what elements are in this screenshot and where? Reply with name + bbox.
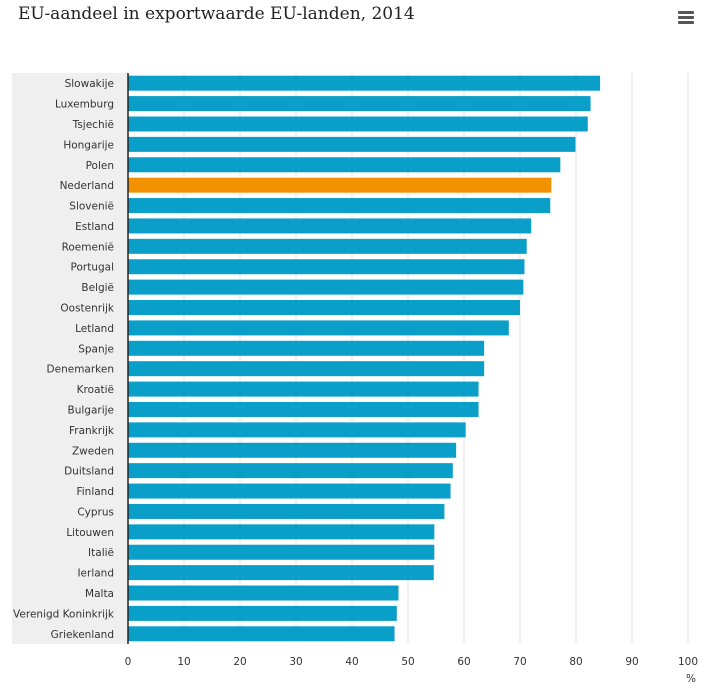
category-label: Litouwen — [66, 527, 114, 539]
category-label: Italië — [88, 547, 114, 559]
bar — [128, 96, 591, 112]
category-label: Estland — [75, 221, 114, 233]
bar — [128, 177, 552, 193]
category-label: Frankrijk — [69, 425, 115, 437]
category-label: Roemenië — [62, 241, 114, 253]
x-tick-label: 50 — [401, 656, 414, 668]
category-label: Oostenrijk — [60, 303, 115, 315]
x-tick-label: 10 — [177, 656, 190, 668]
category-label: Nederland — [60, 180, 114, 192]
category-label: Griekenland — [51, 629, 114, 641]
bar — [128, 605, 397, 621]
bar — [128, 198, 551, 214]
bar — [128, 483, 451, 499]
x-axis-unit: % — [686, 673, 696, 685]
x-tick-label: 80 — [569, 656, 582, 668]
category-label: Cyprus — [77, 506, 114, 518]
menu-line — [678, 16, 694, 19]
category-label: Hongarije — [63, 139, 114, 151]
bar — [128, 320, 509, 336]
bar — [128, 157, 561, 173]
bar — [128, 75, 601, 91]
category-label: Portugal — [71, 262, 115, 274]
bar — [128, 626, 395, 642]
category-label: België — [81, 282, 114, 294]
bar — [128, 524, 435, 540]
category-label: Malta — [85, 588, 114, 600]
bar — [128, 279, 524, 295]
bar — [128, 116, 588, 132]
category-label: Finland — [76, 486, 114, 498]
bar — [128, 136, 576, 152]
menu-line — [678, 11, 694, 14]
category-label: Denemarken — [47, 364, 114, 376]
category-label: Slovenië — [69, 201, 114, 213]
bar — [128, 259, 525, 275]
bar — [128, 585, 399, 601]
x-tick-label: 60 — [457, 656, 470, 668]
x-tick-label: 30 — [289, 656, 302, 668]
x-tick-label: 90 — [625, 656, 638, 668]
bar — [128, 442, 457, 458]
category-label-band — [12, 73, 128, 644]
category-label: Letland — [75, 323, 114, 335]
chart-title: EU-aandeel in exportwaarde EU-landen, 20… — [18, 4, 415, 24]
category-label: Zweden — [72, 445, 114, 457]
bar — [128, 422, 466, 438]
category-label: Kroatië — [77, 384, 114, 396]
bar — [128, 565, 434, 581]
category-label: Spanje — [78, 343, 114, 355]
category-label: Tsjechië — [72, 119, 114, 131]
bar — [128, 300, 520, 316]
bar — [128, 361, 485, 377]
bar — [128, 238, 527, 254]
bar — [128, 340, 485, 356]
hamburger-menu-icon[interactable] — [676, 8, 696, 26]
category-label: Slowakije — [65, 78, 114, 90]
category-label: Polen — [86, 160, 114, 172]
category-label: Duitsland — [64, 466, 114, 478]
bar — [128, 381, 479, 397]
bar — [128, 218, 532, 234]
category-label: Luxemburg — [55, 99, 114, 111]
category-label: Verenigd Koninkrijk — [13, 608, 115, 620]
bar — [128, 544, 435, 560]
menu-line — [678, 21, 694, 24]
bar — [128, 503, 445, 519]
x-tick-label: 0 — [125, 656, 132, 668]
category-label: Bulgarije — [68, 404, 115, 416]
bar — [128, 463, 453, 479]
category-label: Ierland — [77, 568, 114, 580]
x-tick-label: 20 — [233, 656, 246, 668]
bar — [128, 401, 479, 417]
x-tick-label: 70 — [513, 656, 526, 668]
x-tick-label: 40 — [345, 656, 358, 668]
x-tick-label: 100 — [678, 656, 698, 668]
